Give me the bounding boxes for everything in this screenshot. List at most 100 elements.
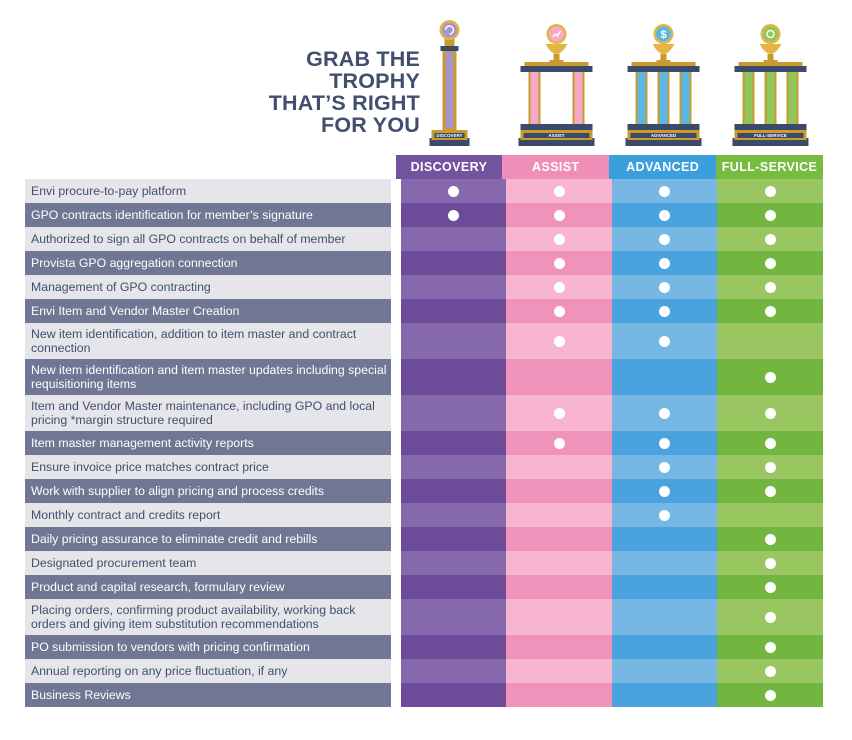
included-dot-icon xyxy=(448,185,460,197)
included-dot-icon xyxy=(764,371,776,383)
included-dot-icon xyxy=(764,461,776,473)
included-dot-icon xyxy=(553,437,565,449)
cell-full_service xyxy=(717,599,824,635)
headline: GRAB THE TROPHY THAT’S RIGHT FOR YOU xyxy=(200,48,420,136)
included-dot-icon xyxy=(659,509,671,521)
included-dot-icon xyxy=(659,461,671,473)
included-dot-icon xyxy=(764,437,776,449)
trophy-label: DISCOVERY xyxy=(436,133,462,138)
table-row: Annual reporting on any price fluctuatio… xyxy=(25,659,824,683)
comparison-table: DISCOVERY ASSIST ADVANCED FULL-SERVICE Envi… xyxy=(25,155,824,707)
feature-label: Authorized to sign all GPO contracts on … xyxy=(25,227,392,251)
table-row: Product and capital research, formulary … xyxy=(25,575,824,599)
trophy-full_service: FULL-SERVICE xyxy=(717,20,824,150)
cell-advanced xyxy=(611,479,718,503)
cell-discovery xyxy=(400,575,507,599)
included-dot-icon xyxy=(553,335,565,347)
svg-text:$: $ xyxy=(660,29,666,41)
handshake-icon xyxy=(766,29,775,39)
trophy-advanced: $ ADVANCED xyxy=(610,20,717,150)
table-row: Business Reviews xyxy=(25,683,824,707)
cell-assist xyxy=(506,683,612,707)
cell-full_service xyxy=(717,323,824,359)
trophy-label: ASSIST xyxy=(548,133,565,138)
cell-assist xyxy=(506,635,612,659)
included-dot-icon xyxy=(659,335,671,347)
cell-advanced xyxy=(611,575,718,599)
cell-full_service xyxy=(717,479,824,503)
cell-full_service xyxy=(717,455,824,479)
cell-advanced xyxy=(611,659,718,683)
included-dot-icon xyxy=(553,185,565,197)
table-row: Management of GPO contracting xyxy=(25,275,824,299)
table-row: Provista GPO aggregation connection xyxy=(25,251,824,275)
cell-full_service xyxy=(717,551,824,575)
included-dot-icon xyxy=(764,581,776,593)
cell-advanced xyxy=(611,683,718,707)
included-dot-icon xyxy=(553,233,565,245)
feature-label: New item identification and item master … xyxy=(25,359,392,395)
cell-discovery xyxy=(400,179,507,203)
tier-header-discovery: DISCOVERY xyxy=(395,155,503,179)
cell-full_service xyxy=(717,395,824,431)
cell-full_service xyxy=(717,359,824,395)
cell-advanced xyxy=(611,275,718,299)
feature-label: Envi procure-to-pay platform xyxy=(25,179,392,203)
cell-full_service xyxy=(717,275,824,299)
cell-assist xyxy=(506,527,612,551)
table-row: Daily pricing assurance to eliminate cre… xyxy=(25,527,824,551)
included-dot-icon xyxy=(764,233,776,245)
included-dot-icon xyxy=(553,281,565,293)
cell-full_service xyxy=(717,203,824,227)
included-dot-icon xyxy=(764,257,776,269)
included-dot-icon xyxy=(764,281,776,293)
cell-assist xyxy=(506,479,612,503)
trend-line-icon xyxy=(552,30,562,38)
cell-full_service xyxy=(717,527,824,551)
cell-discovery xyxy=(400,551,507,575)
cell-advanced xyxy=(611,599,718,635)
table-row: Placing orders, confirming product avail… xyxy=(25,599,824,635)
included-dot-icon xyxy=(764,533,776,545)
cell-discovery xyxy=(400,635,507,659)
included-dot-icon xyxy=(659,185,671,197)
cell-assist xyxy=(506,227,612,251)
cell-assist xyxy=(506,203,612,227)
cell-full_service xyxy=(717,659,824,683)
feature-label: Annual reporting on any price fluctuatio… xyxy=(25,659,392,683)
included-dot-icon xyxy=(764,611,776,623)
feature-label: PO submission to vendors with pricing co… xyxy=(25,635,392,659)
cell-full_service xyxy=(717,575,824,599)
tier-header-row: DISCOVERY ASSIST ADVANCED FULL-SERVICE xyxy=(25,155,823,179)
feature-label: Item master management activity reports xyxy=(25,431,392,455)
tier-header-assist: ASSIST xyxy=(502,155,610,179)
included-dot-icon xyxy=(764,305,776,317)
cell-full_service xyxy=(717,683,824,707)
table-row: PO submission to vendors with pricing co… xyxy=(25,635,824,659)
cell-assist xyxy=(506,599,612,635)
included-dot-icon xyxy=(659,281,671,293)
cell-discovery xyxy=(400,479,507,503)
included-dot-icon xyxy=(764,485,776,497)
cell-advanced xyxy=(611,299,718,323)
cell-discovery xyxy=(400,527,507,551)
trophy-discovery: DISCOVERY xyxy=(396,20,503,150)
refresh-cycle-icon xyxy=(444,25,455,35)
headline-line-1: GRAB THE xyxy=(306,47,420,71)
cell-advanced xyxy=(611,551,718,575)
cell-full_service xyxy=(717,503,824,527)
feature-label: Placing orders, confirming product avail… xyxy=(25,599,392,635)
cell-full_service xyxy=(717,227,824,251)
table-row: GPO contracts identification for member’… xyxy=(25,203,824,227)
cell-advanced xyxy=(611,395,718,431)
cell-discovery xyxy=(400,659,507,683)
cell-discovery xyxy=(400,359,507,395)
cell-advanced xyxy=(611,203,718,227)
included-dot-icon xyxy=(764,665,776,677)
included-dot-icon xyxy=(659,485,671,497)
headline-line-4: FOR YOU xyxy=(321,113,420,137)
included-dot-icon xyxy=(659,407,671,419)
cell-assist xyxy=(506,503,612,527)
feature-label: Management of GPO contracting xyxy=(25,275,392,299)
included-dot-icon xyxy=(659,209,671,221)
